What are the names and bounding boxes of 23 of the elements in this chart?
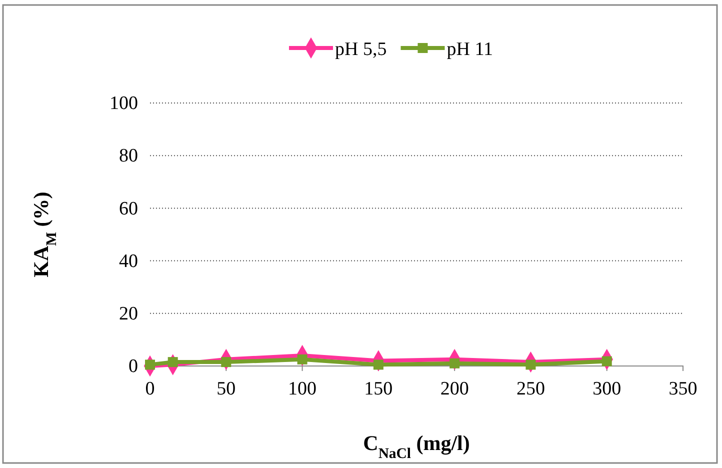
x-tick-label: 300 — [592, 378, 622, 400]
x-tick-label: 200 — [440, 378, 469, 400]
y-tick-label: 0 — [128, 356, 138, 378]
y-tick-label: 40 — [119, 250, 138, 272]
x-tick-label: 350 — [668, 378, 698, 400]
legend-label: pH 5,5 — [334, 39, 387, 60]
point — [168, 357, 178, 368]
x-axis-title: C$_{NaCl}$ (mg/l) — [363, 431, 470, 462]
x-tick-label: 150 — [364, 378, 393, 400]
point — [526, 360, 536, 370]
x-tick-label: 50 — [216, 378, 236, 400]
x-tick-label: 100 — [288, 378, 317, 400]
y-tick-label: 20 — [119, 303, 138, 324]
y-tick-label: 100 — [110, 93, 138, 114]
point — [373, 360, 384, 370]
point — [297, 354, 308, 364]
y-tick-label: 60 — [119, 198, 138, 220]
legend-label: pH 11 — [446, 39, 494, 60]
x-tick-label: 0 — [145, 378, 155, 400]
y-tick-label: 80 — [119, 146, 138, 167]
point — [450, 358, 460, 368]
point — [221, 357, 232, 368]
x-tick-label: 250 — [516, 378, 545, 400]
